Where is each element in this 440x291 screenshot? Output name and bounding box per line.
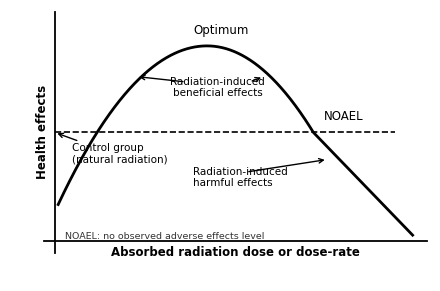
Text: Optimum: Optimum <box>194 24 249 37</box>
Y-axis label: Health effects: Health effects <box>36 85 49 180</box>
Text: NOAEL: NOAEL <box>324 110 363 123</box>
Text: NOAEL: no observed adverse effects level: NOAEL: no observed adverse effects level <box>65 232 264 241</box>
Text: Radiation-induced
beneficial effects: Radiation-induced beneficial effects <box>170 77 265 98</box>
X-axis label: Absorbed radiation dose or dose-rate: Absorbed radiation dose or dose-rate <box>111 246 360 259</box>
Text: Control group
(natural radiation): Control group (natural radiation) <box>72 143 168 165</box>
Text: Radiation-induced
harmful effects: Radiation-induced harmful effects <box>193 167 288 188</box>
